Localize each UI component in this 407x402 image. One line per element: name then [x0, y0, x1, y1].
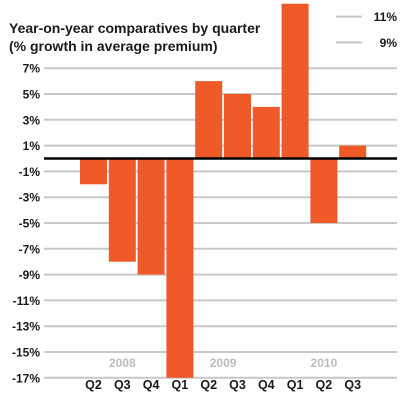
bar: [339, 145, 367, 159]
gridlines: [44, 15, 397, 379]
y-tick-label: -13%: [12, 320, 40, 334]
x-tick-label: Q2: [200, 378, 217, 392]
x-tick-label: Q3: [114, 378, 131, 392]
year-label: 2010: [311, 356, 338, 370]
x-tick-label: Q2: [316, 378, 333, 392]
y-tick-label: -3%: [19, 191, 41, 205]
bar: [224, 94, 251, 159]
y-axis-ticks: 11% 9% 7% 5% 3% 1% -1% -3% -5% -7% -9% -11% -13% -15%…: [12, 10, 397, 385]
bar: [252, 106, 280, 159]
y-tick-label: 11%: [374, 10, 398, 24]
bar: [281, 3, 309, 159]
y-tick-label: 5%: [23, 88, 41, 102]
year-labels: 2008 2009 2010: [109, 356, 338, 370]
x-tick-label: Q4: [143, 378, 160, 392]
bar: [108, 158, 136, 262]
year-label: 2008: [109, 356, 136, 370]
x-tick-label: Q3: [344, 378, 361, 392]
x-tick-label: Q3: [229, 378, 246, 392]
x-tick-label: Q1: [287, 378, 304, 392]
bars: [80, 3, 367, 378]
y-tick-label: -9%: [19, 268, 41, 282]
y-tick-label: -1%: [19, 165, 41, 179]
year-label: 2009: [210, 356, 237, 370]
y-tick-label: 7%: [23, 62, 41, 76]
y-tick-label: -11%: [13, 294, 41, 308]
x-tick-label: Q1: [172, 378, 189, 392]
bar: [310, 158, 338, 223]
bar: [195, 81, 223, 159]
y-tick-label: 1%: [23, 139, 41, 153]
bar: [166, 158, 194, 378]
y-tick-label: 3%: [23, 113, 41, 127]
y-tick-label: 9%: [380, 36, 398, 50]
bar: [137, 158, 165, 275]
y-tick-label: -7%: [19, 242, 41, 256]
x-axis-ticks: Q2 Q3 Q4 Q1 Q2 Q3 Q4 Q1 Q2 Q3: [85, 378, 361, 392]
y-tick-label: -17%: [12, 371, 40, 385]
y-tick-label: -5%: [19, 217, 41, 231]
x-tick-label: Q2: [85, 378, 102, 392]
chart-title-line-1: Year-on-year comparatives by quarter: [9, 20, 261, 36]
x-tick-label: Q4: [258, 378, 275, 392]
chart-title-line-2: (% growth in average premium): [9, 38, 217, 54]
bar: [80, 158, 107, 185]
y-tick-label: -15%: [12, 346, 40, 360]
